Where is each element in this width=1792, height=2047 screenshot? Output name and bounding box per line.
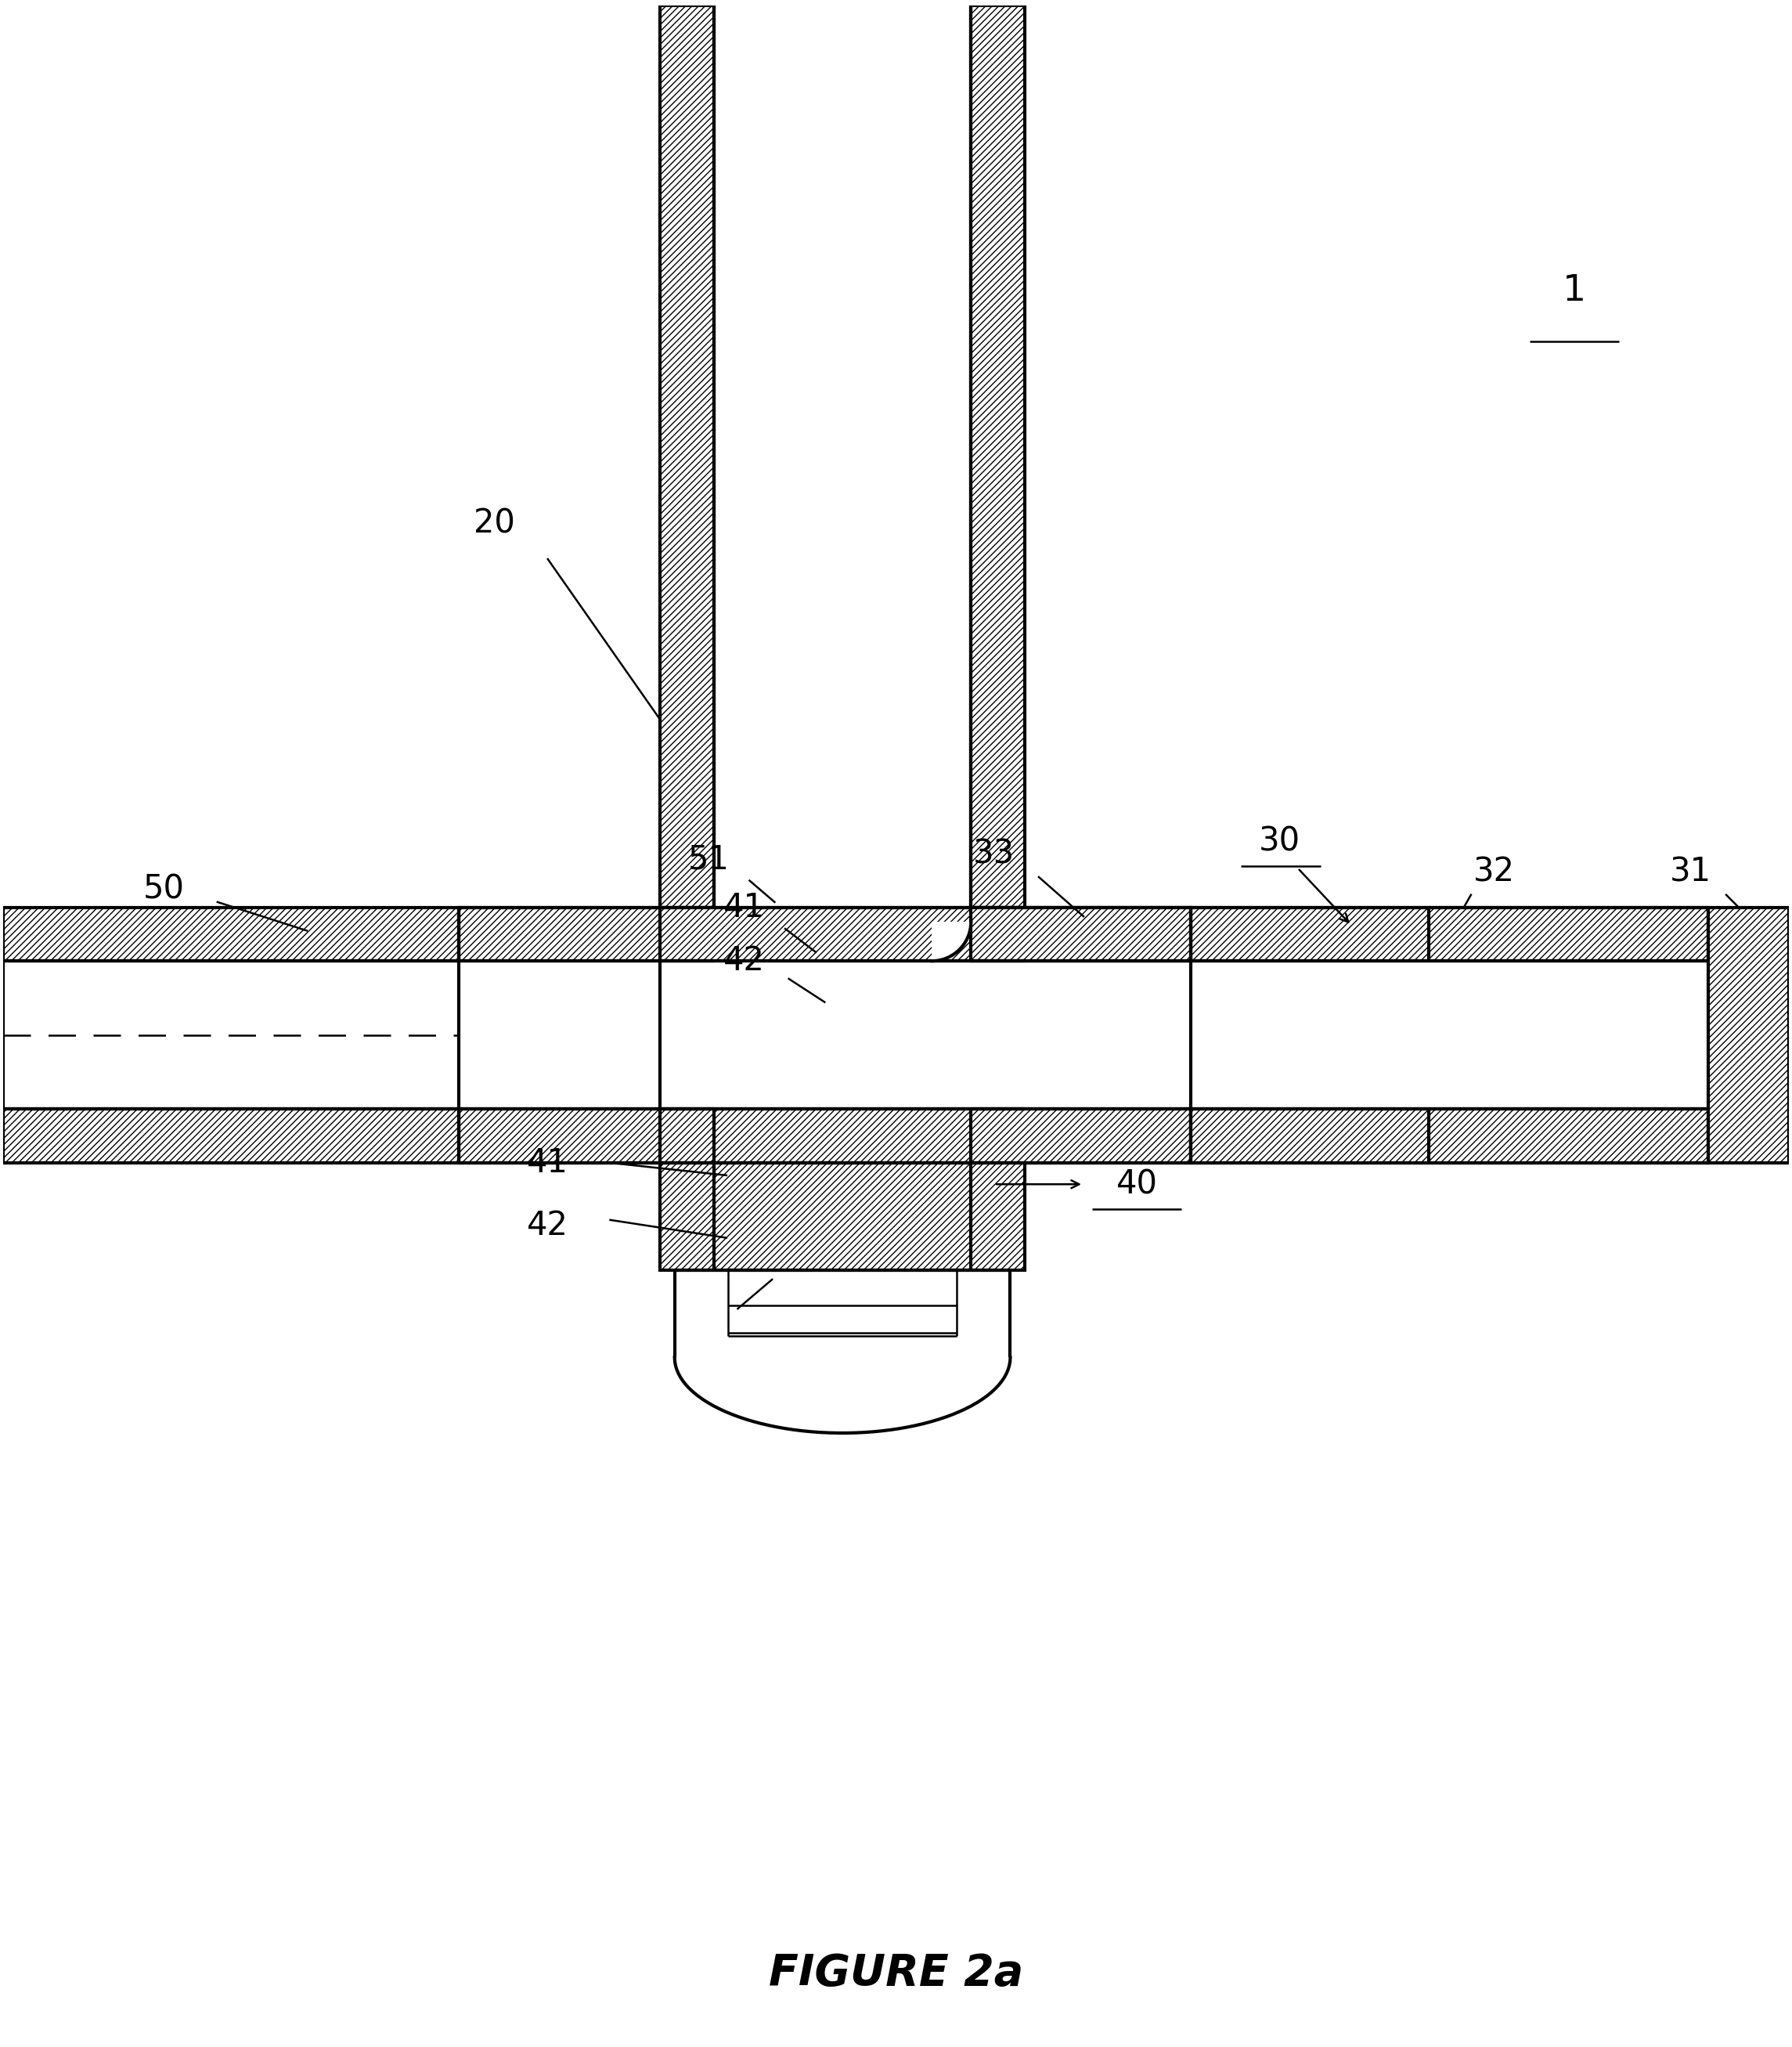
Bar	[1708, 907, 1788, 1163]
Bar	[4, 1109, 459, 1163]
Bar	[459, 907, 1190, 960]
Bar	[4, 907, 459, 960]
Text: FIGURE 2a: FIGURE 2a	[769, 1953, 1023, 1994]
Wedge shape	[932, 921, 971, 960]
Text: 1: 1	[1563, 274, 1586, 309]
Text: 42: 42	[527, 1210, 568, 1243]
Text: 42: 42	[724, 944, 765, 976]
Text: 40: 40	[1116, 1167, 1158, 1202]
Text: 33: 33	[973, 837, 1014, 870]
Bar	[1190, 907, 1708, 960]
Bar	[1190, 960, 1708, 1109]
Text: 20: 20	[473, 508, 514, 540]
Bar	[659, 6, 713, 907]
Bar	[459, 960, 1190, 1109]
Bar	[971, 6, 1025, 907]
Text: 30: 30	[1260, 825, 1301, 858]
Bar	[459, 1109, 1190, 1163]
Text: 41: 41	[724, 890, 765, 923]
Text: 50: 50	[143, 874, 185, 907]
Text: 41: 41	[527, 1146, 568, 1179]
Text: 32: 32	[1473, 856, 1514, 888]
Bar	[659, 1163, 1025, 1269]
Bar	[1190, 1109, 1708, 1163]
Text: 31: 31	[1670, 856, 1711, 888]
Text: 51: 51	[688, 843, 729, 876]
Bar	[971, 907, 1190, 960]
